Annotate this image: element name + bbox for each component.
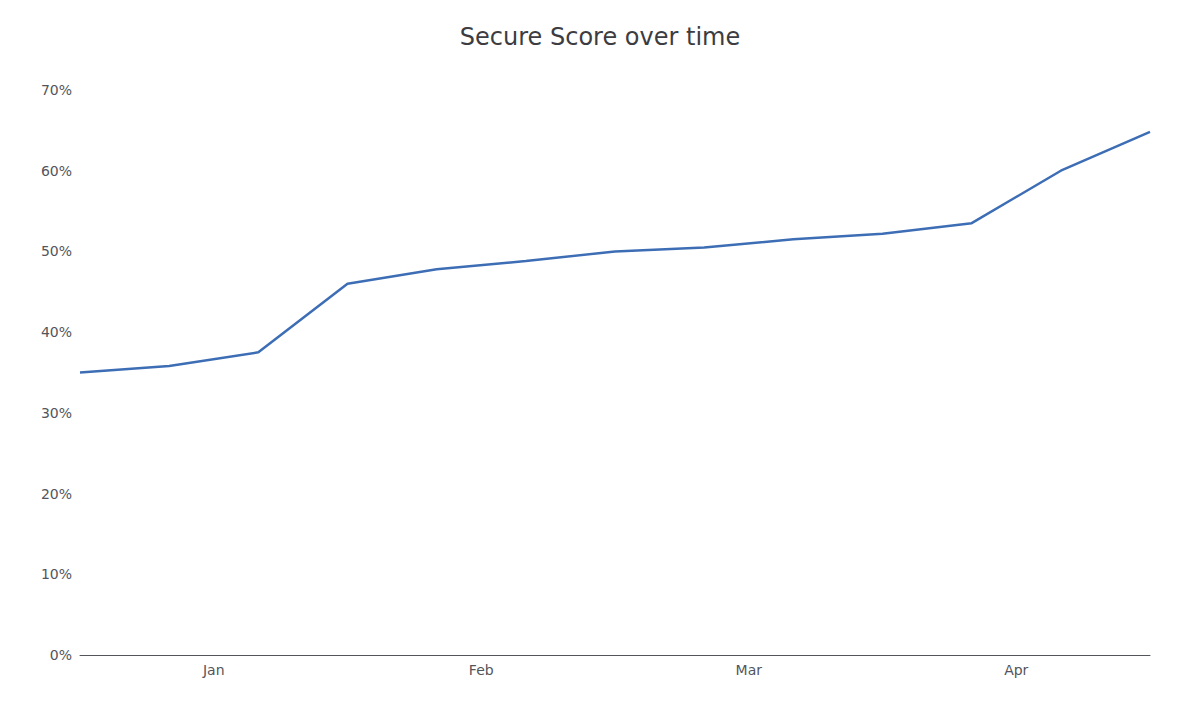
- svg-text:30%: 30%: [41, 405, 72, 421]
- svg-text:20%: 20%: [41, 486, 72, 502]
- svg-text:Feb: Feb: [469, 662, 494, 678]
- svg-text:50%: 50%: [41, 243, 72, 259]
- svg-text:70%: 70%: [41, 82, 72, 98]
- svg-text:Apr: Apr: [1004, 662, 1028, 678]
- svg-text:Mar: Mar: [736, 662, 763, 678]
- svg-text:Secure Score over time: Secure Score over time: [460, 23, 740, 51]
- svg-text:40%: 40%: [41, 324, 72, 340]
- svg-text:Jan: Jan: [202, 662, 225, 678]
- svg-text:60%: 60%: [41, 163, 72, 179]
- svg-text:10%: 10%: [41, 566, 72, 582]
- svg-text:0%: 0%: [50, 647, 72, 663]
